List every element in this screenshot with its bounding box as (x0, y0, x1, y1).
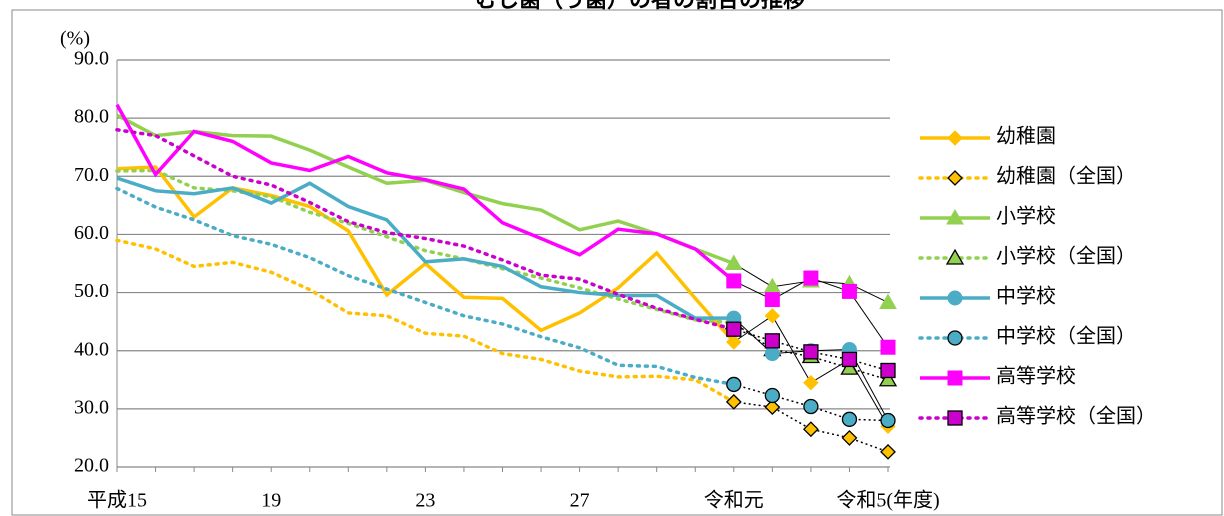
legend-marker (947, 290, 963, 306)
legend-label: 高等学校（全国） (996, 405, 1156, 428)
point (764, 333, 780, 349)
x-tick-label: 27 (570, 490, 590, 512)
legend-marker (946, 208, 964, 225)
series-line-recent (733, 401, 889, 453)
legend-marker (945, 248, 965, 265)
y-tick-label: 30.0 (74, 396, 109, 418)
x-tick-label: 23 (415, 490, 435, 512)
point (764, 308, 781, 324)
legend-label: 幼稚園（全国） (996, 165, 1136, 188)
legend-label: 幼稚園 (996, 125, 1056, 148)
y-tick-label: 40.0 (74, 338, 109, 360)
y-tick-label: 70.0 (74, 164, 109, 186)
point (879, 293, 897, 309)
legend-label: 小学校 (996, 205, 1056, 228)
chart-frame (11, 9, 1223, 516)
x-tick-label: 平成15 (87, 489, 147, 512)
legend-label: 中学校 (996, 285, 1056, 308)
legend-label: 中学校（全国） (996, 325, 1136, 348)
point (841, 430, 858, 446)
chart-title: むし歯（う歯）の者の割合の推移 (475, 0, 805, 12)
series-line (115, 238, 736, 404)
point (764, 346, 780, 362)
point (803, 398, 819, 415)
point (840, 358, 859, 375)
x-tick-label: 19 (261, 490, 281, 512)
point (764, 399, 781, 416)
point (764, 292, 780, 308)
x-tick-label: 令和元 (704, 489, 764, 512)
legend-marker (947, 410, 963, 426)
y-tick-label: 90.0 (74, 48, 109, 70)
series-line (115, 128, 736, 331)
point (802, 421, 819, 438)
point (803, 374, 819, 391)
legend-marker (947, 130, 963, 146)
series-line (115, 168, 736, 325)
point (841, 283, 857, 299)
y-tick-label: 50.0 (74, 280, 109, 302)
point (726, 321, 742, 337)
legend-marker (947, 170, 963, 186)
y-tick-label: 20.0 (74, 455, 109, 477)
point (841, 411, 858, 427)
point (878, 370, 898, 387)
point (880, 339, 896, 355)
point (880, 362, 896, 379)
point (841, 351, 858, 368)
point (726, 273, 742, 289)
legend-marker (947, 330, 963, 346)
legend-label: 小学校（全国） (996, 245, 1136, 268)
legend-marker (947, 370, 963, 386)
point (725, 393, 742, 410)
series-line (116, 176, 734, 320)
series-line (115, 186, 736, 387)
point (726, 376, 742, 393)
series-line (115, 103, 735, 283)
series-line-recent (733, 277, 889, 348)
point (880, 443, 896, 460)
point (724, 254, 743, 270)
legend-label: 高等学校 (996, 365, 1076, 388)
y-tick-label: 80.0 (74, 106, 109, 128)
x-tick-label: 令和5(年度) (836, 489, 939, 512)
point (803, 270, 819, 286)
point (880, 412, 896, 429)
series-line (116, 165, 736, 344)
y-tick-label: 60.0 (74, 222, 109, 244)
point (726, 334, 742, 350)
point (803, 344, 819, 360)
point (764, 387, 780, 404)
y-axis-label: (%) (60, 28, 90, 50)
